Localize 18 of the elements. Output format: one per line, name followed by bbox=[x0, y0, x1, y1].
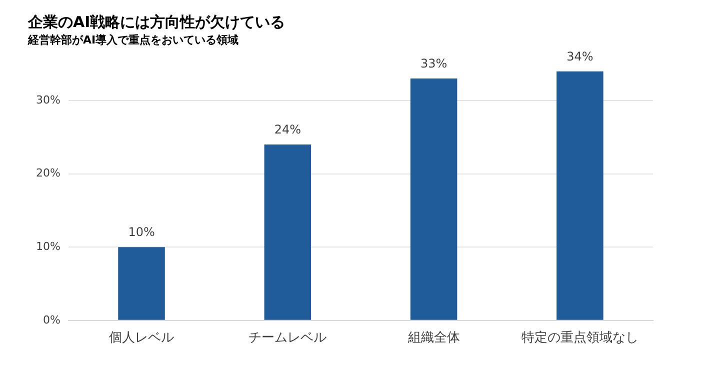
x-tick-label: 組織全体 bbox=[406, 330, 460, 346]
data-label: 24% bbox=[274, 122, 301, 137]
y-tick-label: 10% bbox=[36, 240, 60, 253]
bar bbox=[556, 71, 604, 320]
chart-title: 企業のAI戦略には方向性が欠けている bbox=[27, 12, 286, 31]
x-tick-label: 個人レベル bbox=[109, 330, 174, 346]
x-tick-label: チームレベル bbox=[248, 330, 327, 346]
data-label: 34% bbox=[566, 49, 594, 64]
bar bbox=[118, 247, 165, 320]
y-tick-label: 20% bbox=[36, 166, 60, 180]
y-tick-label: 0% bbox=[42, 313, 60, 326]
x-tick-label: 特定の重点領域なし bbox=[521, 330, 638, 346]
y-tick-label: 30% bbox=[36, 93, 60, 106]
data-label: 10% bbox=[128, 225, 155, 240]
bar bbox=[264, 144, 312, 320]
bar bbox=[410, 78, 458, 320]
data-label: 33% bbox=[420, 56, 448, 71]
chart-subtitle: 経営幹部がAI導入で重点をおいている領域 bbox=[27, 33, 239, 46]
